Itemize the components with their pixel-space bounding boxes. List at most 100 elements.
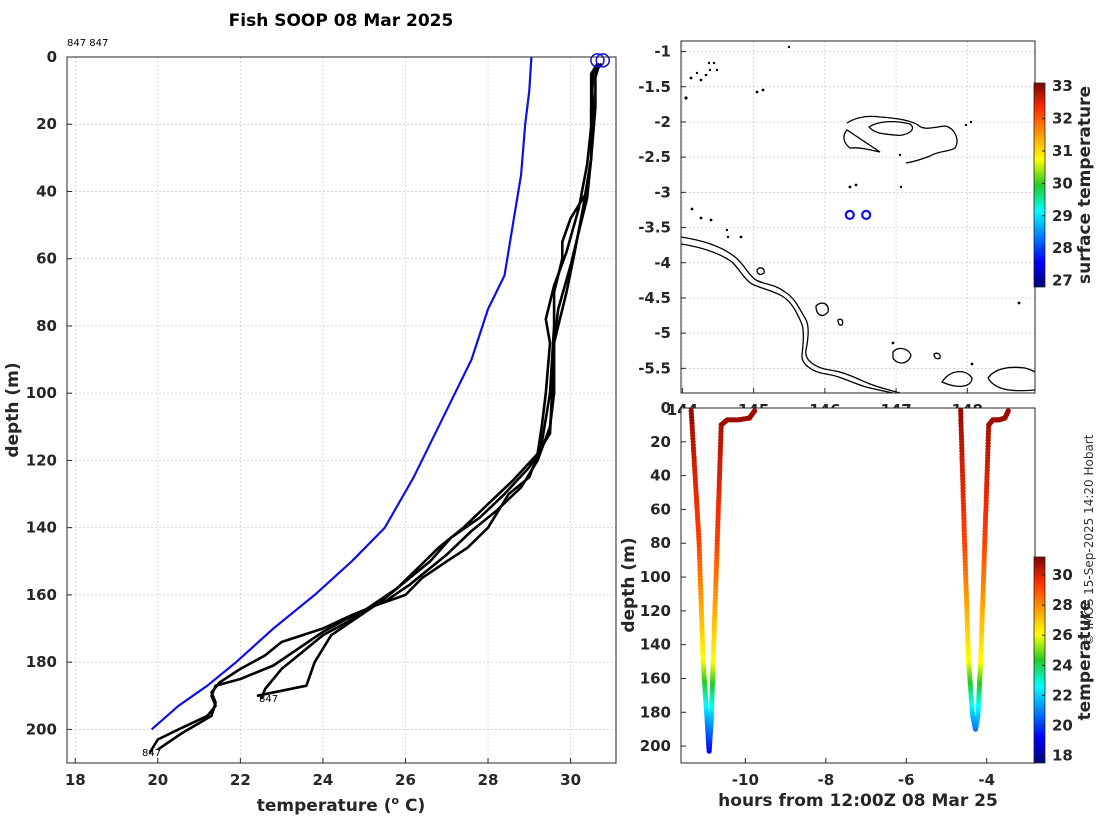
island-small-c: [933, 352, 941, 360]
map-colorbar-label: surface temperature: [1075, 86, 1095, 284]
section-ytick-label: 40: [650, 467, 671, 485]
profile-ytick-label: 200: [26, 720, 57, 738]
profile-xtick-label: 20: [147, 771, 168, 789]
map-grid: [681, 41, 1035, 393]
section-ytick-label: 160: [640, 669, 671, 687]
section-sample: [752, 408, 758, 414]
profile-axes-frame: [66, 56, 617, 764]
annotation-847-a: 847: [259, 694, 278, 705]
section-cb-label: 30: [1052, 566, 1073, 584]
series-profile-2: [157, 63, 601, 751]
coastline-new-guinea-inner: [681, 243, 897, 393]
island-manus: [868, 120, 914, 136]
profile-markers: [590, 53, 611, 68]
section-xtick-label: -8: [817, 771, 834, 789]
section-cb-label: 22: [1052, 686, 1073, 704]
profile-ytick-label: 120: [26, 451, 57, 469]
island-long: [892, 347, 912, 364]
profile-xtick-label: 22: [230, 771, 251, 789]
section-xtick-label: -10: [732, 771, 759, 789]
annotation-847-b: 847: [142, 748, 161, 759]
profile-series: [148, 57, 603, 754]
profile-panel: Fish SOOP 08 Mar 2025 847 847 18 20 22 24 26…: [3, 11, 617, 816]
profile-ytick-label: 80: [36, 317, 57, 335]
map-cb-label: 33: [1052, 77, 1073, 95]
map-cb-label: 32: [1052, 110, 1073, 128]
section-xlabel: hours from 12:00Z 08 Mar 25: [718, 791, 998, 811]
section-panel: -10 -8 -6 -4 0 20 40 60 80 100 120 140 160 180 200 ho…: [619, 399, 1095, 811]
map-ytick-label: -3.5: [638, 219, 671, 237]
map-ytick-label: -5: [654, 324, 671, 342]
map-ytick-label: -2.5: [638, 148, 671, 166]
map-axes-frame: [680, 40, 1036, 394]
coastline-new-guinea-outer: [681, 236, 901, 393]
section-xtick-label: -4: [978, 771, 995, 789]
profile-xtick-label: 18: [65, 771, 86, 789]
coastline-new-britain-west: [987, 366, 1035, 392]
island-karkar: [815, 302, 829, 317]
map-ytick-label: -2: [654, 113, 671, 131]
annotation-top: 847 847: [67, 38, 108, 49]
profile-xtick-label: 28: [478, 771, 499, 789]
series-climatology: [150, 57, 533, 731]
section-sample: [1005, 408, 1011, 414]
map-colorbar-ticks: 27 28 29 30 31 32 33: [1042, 77, 1073, 290]
section-ytick-label: 140: [640, 636, 671, 654]
profile-ytick-label: 160: [26, 586, 57, 604]
island-small-a: [756, 267, 765, 276]
profile-ytick-label: 140: [26, 519, 57, 537]
coastline-umboi: [941, 371, 973, 388]
section-data: [688, 408, 1011, 754]
map-ytick-label: -1: [654, 43, 671, 61]
section-cast-2: [958, 408, 1011, 732]
section-cb-label: 18: [1052, 746, 1073, 764]
surface-station-1: [590, 53, 605, 68]
map-colorbar: [1033, 82, 1046, 288]
series-profile-1: [148, 63, 599, 754]
map-islets: [684, 45, 1021, 366]
map-point-1: [844, 209, 855, 220]
coastline-new-britain: [843, 115, 958, 164]
profile-ytick-label: 0: [47, 48, 57, 66]
section-ytick-label: 80: [650, 534, 671, 552]
section-ytick-label: 0: [661, 399, 671, 417]
section-ytick-label: 60: [650, 500, 671, 518]
section-ytick-label: 180: [640, 703, 671, 721]
profile-xtick-label: 24: [312, 771, 333, 789]
section-cast-1: [688, 408, 758, 754]
profile-grid: [67, 56, 616, 763]
map-cb-label: 31: [1052, 142, 1073, 160]
map-cb-label: 30: [1052, 174, 1073, 192]
map-yticks: -1 -1.5 -2 -2.5 -3 -3.5 -4 -4.5 -5 -5.5: [638, 43, 686, 377]
credit-text: © IMOS 15-Sep-2025 14:20 Hobart: [1082, 434, 1096, 645]
surface-station-2: [595, 53, 611, 68]
profile-ytick-label: 60: [36, 250, 57, 268]
section-cb-label: 20: [1052, 716, 1073, 734]
map-ytick-label: -4: [654, 254, 671, 272]
section-xtick-label: -6: [898, 771, 915, 789]
section-xticks: -10 -8 -6 -4: [732, 758, 995, 789]
section-ytick-label: 200: [640, 737, 671, 755]
map-point-2: [861, 209, 872, 220]
section-cb-label: 24: [1052, 656, 1073, 674]
map-ytick-label: -5.5: [638, 359, 671, 377]
section-colorbar-ticks: 18 20 22 24 26 28 30: [1042, 566, 1073, 764]
section-ytick-label: 20: [650, 433, 671, 451]
map-ytick-label: -3: [654, 183, 671, 201]
section-ylabel: depth (m): [619, 537, 639, 632]
section-colorbar-label: temperature: [1075, 599, 1095, 720]
profile-xtick-label: 26: [395, 771, 416, 789]
profile-ylabel: depth (m): [3, 362, 23, 457]
profile-xtick-label: 30: [560, 771, 581, 789]
profile-xlabel: temperature (o C): [257, 794, 426, 816]
map-panel: 144145146147148 -1-1.5-2-2.5-3-3.5-4-4.5…: [638, 40, 1095, 419]
profile-title: Fish SOOP 08 Mar 2025: [229, 11, 454, 31]
section-ytick-label: 120: [640, 602, 671, 620]
map-ytick-label: -1.5: [638, 78, 671, 96]
profile-ytick-label: 20: [36, 115, 57, 133]
map-cb-label: 29: [1052, 207, 1073, 225]
map-cb-label: 27: [1052, 272, 1073, 290]
profile-ytick-label: 180: [26, 653, 57, 671]
island-small-b: [837, 318, 844, 326]
